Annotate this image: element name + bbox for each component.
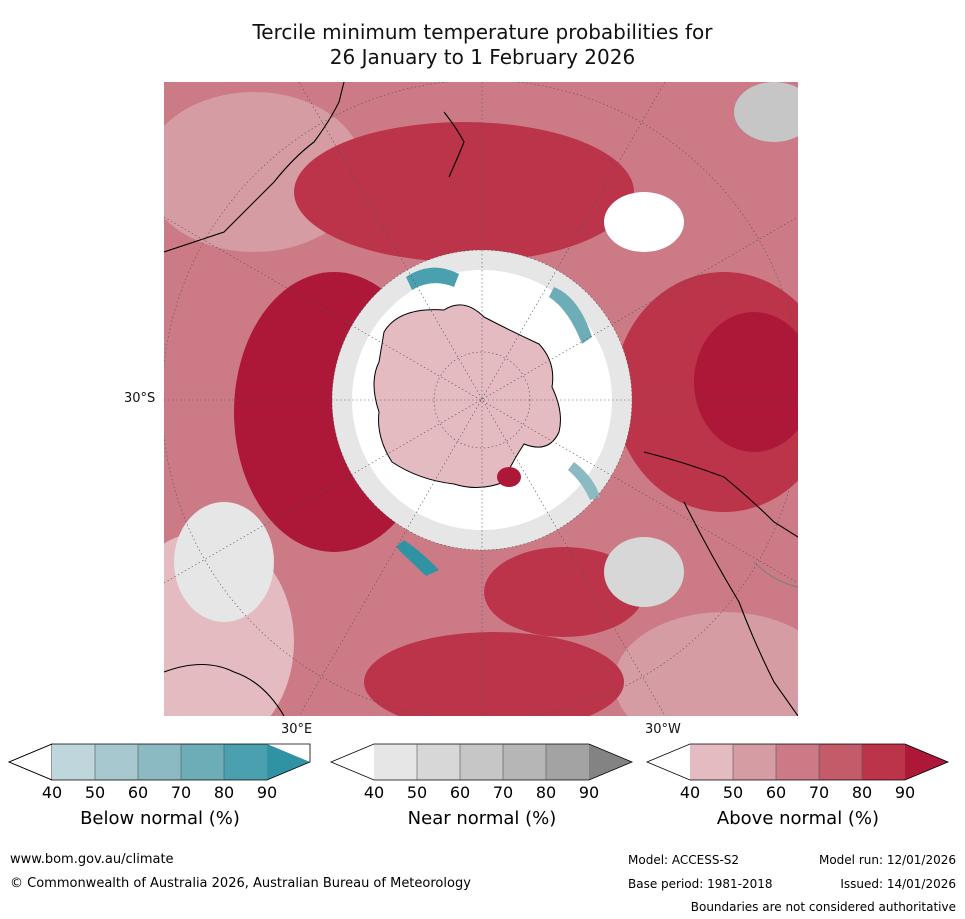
- colorbar-below-tick: 50: [84, 783, 106, 802]
- colorbar-below-segment-6: [267, 744, 310, 780]
- colorbar-near-segment-5: [546, 744, 589, 780]
- colorbar-below-tick: 70: [170, 783, 192, 802]
- colorbar-above-segment-1: [690, 744, 733, 780]
- colorbar-above-tick: 90: [894, 783, 916, 802]
- field-below-1: [406, 267, 459, 290]
- colorbar-above-tick: 40: [679, 783, 701, 802]
- coast-africa: [164, 664, 285, 716]
- colorbar-near-segment-0: [331, 744, 374, 780]
- graticule: [164, 82, 798, 716]
- colorbar-below: [7, 743, 312, 785]
- colorbar-near-tick: 90: [578, 783, 600, 802]
- colorbar-near-tick: 60: [449, 783, 471, 802]
- colorbar-below-outline: [7, 743, 311, 781]
- field-light-se: [614, 612, 798, 716]
- colorbar-above-segment-5: [862, 744, 905, 780]
- colorbar-below-segment-3: [138, 744, 181, 780]
- colorbar-below-svg: [7, 743, 311, 781]
- colorbar-above-segment-4: [819, 744, 862, 780]
- colorbar-near-tick: 40: [363, 783, 385, 802]
- coast-new-zealand: [443, 111, 465, 178]
- footer-model-run: Model run: 12/01/2026: [818, 853, 956, 867]
- field-peninsula-hot: [497, 467, 521, 487]
- colorbar-below-tick: 40: [41, 783, 63, 802]
- field-strong-south: [484, 547, 644, 637]
- field-below-3: [396, 540, 439, 576]
- coast-south-america-west: [683, 501, 798, 716]
- field-strong-north: [294, 122, 634, 262]
- border-south-america: [753, 561, 798, 588]
- footer-copyright: © Commonwealth of Australia 2026, Austra…: [10, 876, 471, 891]
- chart-title-line2: 26 January to 1 February 2026: [329, 45, 636, 69]
- footer-model: Model: ACCESS-S2: [628, 853, 740, 867]
- field-strong-bottom: [364, 632, 624, 716]
- colorbar-near: [329, 743, 634, 785]
- colorbar-near-segment-4: [503, 744, 546, 780]
- footer-disclaimer: Boundaries are not considered authoritat…: [690, 900, 956, 914]
- coast-australia: [164, 82, 345, 253]
- antarctica-coastline: [373, 304, 561, 488]
- colorbar-near-segment-1: [374, 744, 417, 780]
- colorbar-near-title: Near normal (%): [407, 808, 557, 829]
- footer-issued: Issued: 14/01/2026: [840, 877, 956, 891]
- footer-url[interactable]: www.bom.gov.au/climate: [10, 852, 174, 867]
- colorbar-below-segment-2: [95, 744, 138, 780]
- colorbar-above-outline: [645, 743, 950, 781]
- colorbar-near-tick: 50: [406, 783, 428, 802]
- graticule-circle-1: [433, 351, 531, 449]
- colorbar-below-title: Below normal (%): [80, 808, 240, 829]
- colorbar-near-segment-2: [417, 744, 460, 780]
- colorbar-below-tick: 60: [127, 783, 149, 802]
- colorbar-below-dividers: [94, 744, 225, 780]
- coast-south-america: [643, 451, 798, 538]
- footer-base-period: Base period: 1981-2018: [628, 877, 773, 891]
- colorbar-above-tick: 80: [851, 783, 873, 802]
- colorbar-below-tick: 80: [213, 783, 235, 802]
- colorbar-above-segment-3: [776, 744, 819, 780]
- colorbar-below-segment-1: [52, 744, 95, 780]
- colorbar-above-tick: 60: [765, 783, 787, 802]
- chart-title-line1: Tercile minimum temperature probabilitie…: [252, 20, 713, 44]
- colorbar-near-tick: 80: [535, 783, 557, 802]
- colorbar-near-outline: [329, 743, 634, 781]
- field-below-2: [549, 287, 592, 344]
- colorbar-near-segment-6: [589, 744, 632, 780]
- colorbar-near-dividers: [416, 744, 547, 780]
- colorbar-above-tick: 70: [808, 783, 830, 802]
- field-grey-sw: [174, 502, 274, 622]
- colorbar-above-svg: [645, 743, 950, 781]
- colorbar-above-tick: 50: [722, 783, 744, 802]
- colorbar-above-title: Above normal (%): [716, 808, 880, 829]
- colorbar-near-tick: 70: [492, 783, 514, 802]
- colorbar-below-tick: 90: [256, 783, 278, 802]
- field-below-4: [568, 462, 600, 500]
- field-max-east: [694, 312, 798, 452]
- colorbar-above-segment-6: [905, 744, 948, 780]
- colorbar-below-segment-0: [7, 743, 53, 781]
- chart-title: Tercile minimum temperature probabilitie…: [0, 20, 965, 70]
- colorbar-above-segment-2: [733, 744, 776, 780]
- colorbar-above-segment-0: [647, 744, 690, 780]
- colorbar-near-segment-3: [460, 744, 503, 780]
- colorbar-above: [645, 743, 950, 785]
- colorbar-below-segment-5: [224, 744, 267, 780]
- lat-label-30s: 30°S: [124, 391, 156, 406]
- colorbar-below-segment-4: [181, 744, 224, 780]
- colorbar-near-svg: [329, 743, 634, 781]
- field-grey-ne-corner: [734, 82, 798, 142]
- lon-label-30w: 30°W: [645, 722, 681, 737]
- probability-map: [164, 82, 798, 716]
- map-canvas: [164, 82, 798, 716]
- lon-label-30e: 30°E: [281, 722, 313, 737]
- field-white-ne: [604, 192, 684, 252]
- field-grey-se: [604, 537, 684, 607]
- colorbar-above-dividers: [732, 744, 863, 780]
